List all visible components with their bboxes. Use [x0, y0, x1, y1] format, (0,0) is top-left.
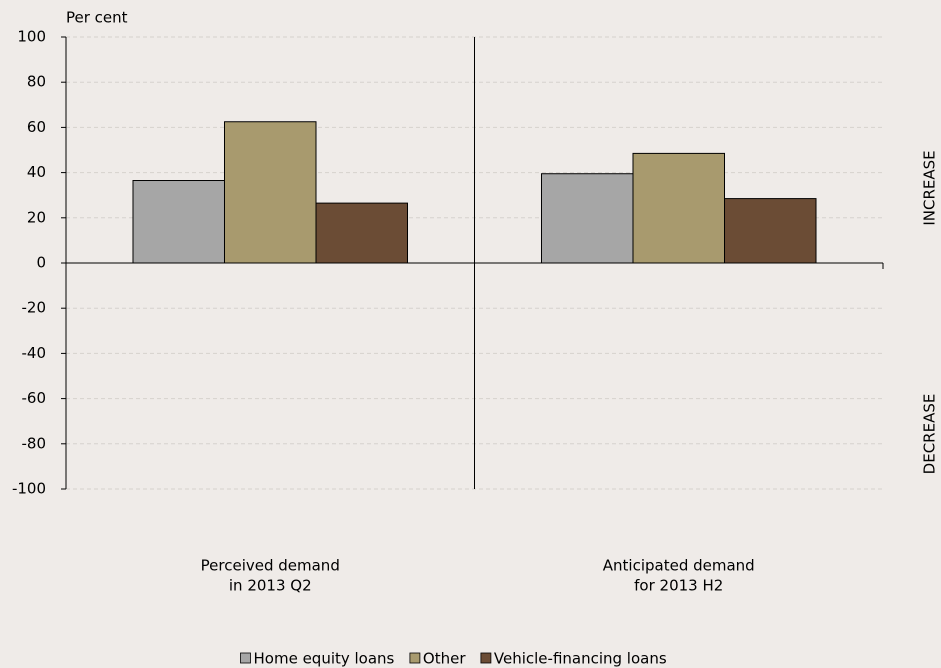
side-label: INCREASE — [921, 150, 939, 225]
y-axis-label: Per cent — [66, 9, 128, 27]
y-tick-label: -20 — [22, 299, 47, 317]
bar — [632, 152, 726, 264]
y-tick-label: 100 — [17, 28, 46, 46]
x-tick-label: Perceived demand — [201, 557, 340, 575]
bar — [223, 121, 317, 264]
legend-label: Vehicle-financing loans — [494, 650, 667, 668]
y-tick-label: -40 — [22, 344, 47, 362]
x-tick-label: Anticipated demand — [603, 557, 755, 575]
legend-label: Other — [423, 650, 466, 668]
y-tick-label: 20 — [27, 208, 46, 226]
y-tick-label: 80 — [27, 73, 46, 91]
bar — [132, 180, 225, 264]
x-tick-label: for 2013 H2 — [634, 577, 723, 595]
x-tick-label: in 2013 Q2 — [229, 577, 312, 595]
y-tick-label: -100 — [12, 480, 46, 498]
bar — [315, 202, 409, 264]
y-tick-label: -80 — [22, 434, 47, 452]
legend-swatch — [240, 652, 251, 664]
legend-swatch — [480, 652, 492, 664]
legend-swatch — [409, 652, 421, 664]
bar — [724, 198, 817, 264]
side-label: DECREASE — [921, 394, 939, 475]
bar — [540, 173, 634, 264]
y-tick-label: 40 — [27, 163, 46, 181]
legend-label: Home equity loans — [254, 650, 395, 668]
y-tick-label: 0 — [36, 254, 46, 272]
y-tick-label: -60 — [22, 389, 47, 407]
y-tick-label: 60 — [27, 118, 46, 136]
